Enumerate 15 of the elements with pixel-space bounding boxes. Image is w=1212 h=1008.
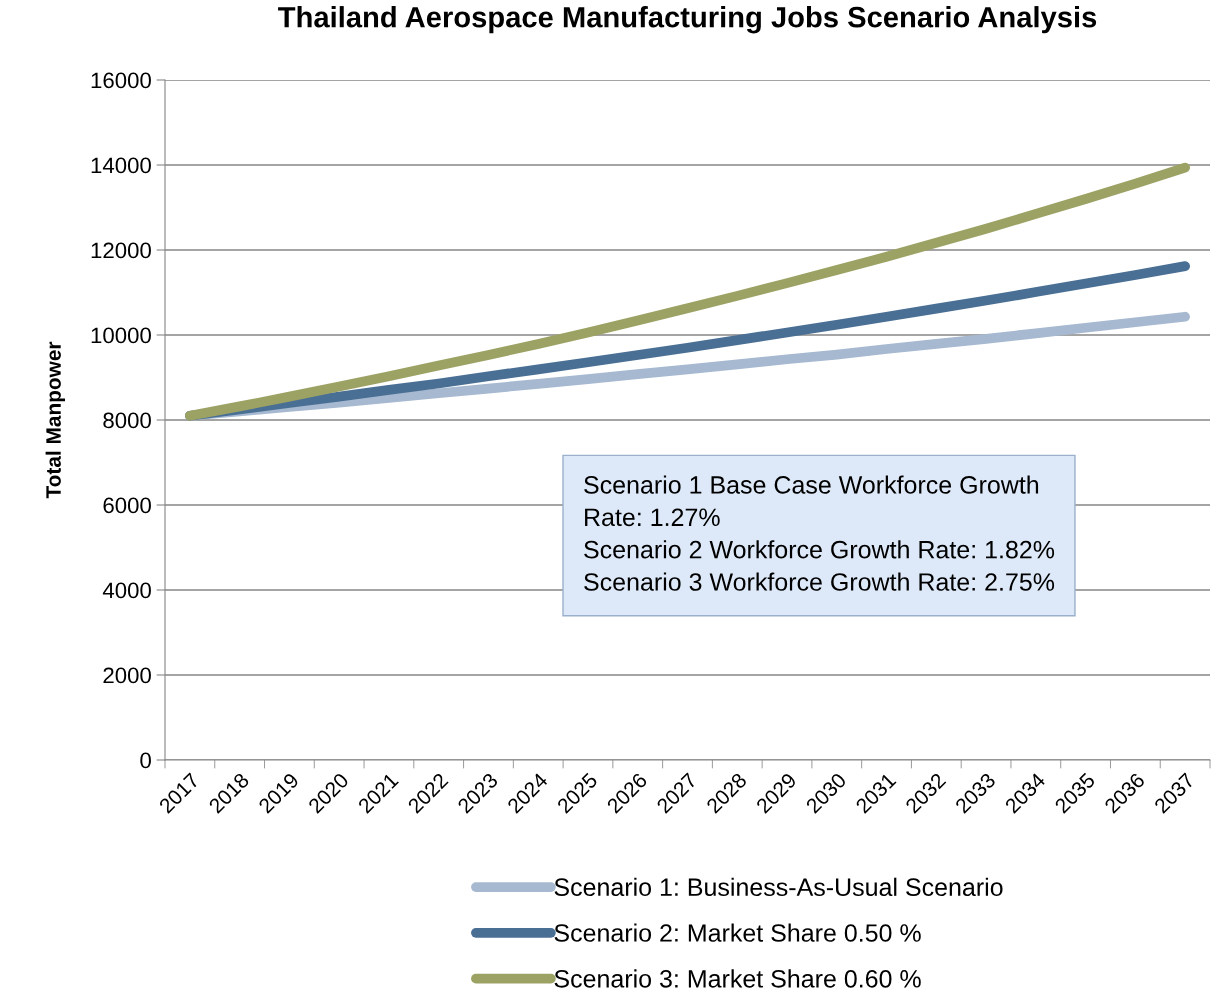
y-tick-label: 12000 bbox=[91, 242, 151, 259]
y-tick-label: 8000 bbox=[103, 412, 151, 429]
annotation: Scenario 1 Base Case Workforce Growth Rate: 1.27% Scenario 2 Workforce Growth Rate: 1.82% Scenario 3 Workforce Growth Rate: 2.75% bbox=[584, 475, 1055, 591]
legend-label: Scenario 1: Business-As-Usual Scenario bbox=[554, 877, 1003, 897]
legend-label: Scenario 3: Market Share 0.60 % bbox=[554, 969, 921, 988]
legend-label: Scenario 2: Market Share 0.50 % bbox=[554, 923, 921, 942]
y-tick-label: 4000 bbox=[102, 582, 151, 599]
y-tick-label: 10000 bbox=[91, 327, 151, 344]
y-axis-title: Total Manpower bbox=[45, 341, 66, 499]
y-tick-label: 6000 bbox=[103, 497, 151, 514]
y-tick-label: 0 bbox=[140, 752, 151, 769]
chart-title: Thailand Aerospace Manufacturing Jobs Scenario Analysis bbox=[278, 6, 1097, 34]
y-tick-label: 2000 bbox=[103, 667, 151, 684]
y-tick-label: 16000 bbox=[91, 72, 151, 89]
y-tick-label: 14000 bbox=[91, 157, 151, 174]
